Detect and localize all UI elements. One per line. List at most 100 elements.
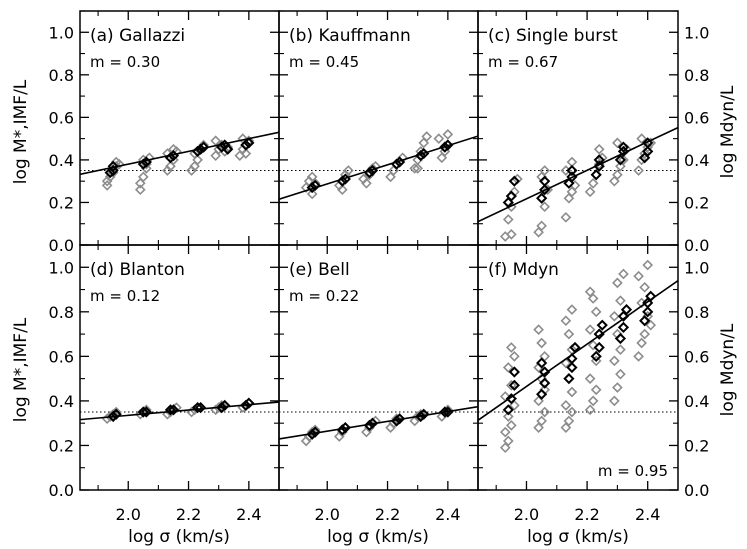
- panel-c-y-tick-label-right: 0.0: [684, 236, 709, 255]
- panel-f-gray-point: [609, 355, 620, 367]
- panel-d-y-tick-label: 0.0: [49, 481, 74, 500]
- panel-e-points: [300, 404, 454, 447]
- panel-f-y-tick-label-right: 0.0: [684, 481, 709, 500]
- panel-c-black-point: [617, 145, 630, 158]
- panel-f-gray-point: [618, 268, 629, 280]
- panel-f-gray-point: [636, 337, 647, 349]
- panel-b-frame: [278, 10, 479, 246]
- panel-c-y-tick-label-right: 1.0: [684, 23, 709, 42]
- panel-b-gray-point: [433, 133, 445, 144]
- y-axis-label-left-top: log M*,IMF/L: [11, 79, 31, 184]
- panel-a-gray-point: [134, 184, 146, 196]
- panel-f-gray-point: [502, 411, 514, 422]
- panel-b-gray-point: [336, 184, 348, 196]
- panel-f-x-tick-label: 2.0: [514, 505, 539, 524]
- panel-c-title: (c) Single burst: [488, 26, 618, 46]
- panel-f-gray-point: [566, 386, 578, 398]
- panel-e-black-point: [366, 417, 379, 429]
- panel-f-gray-point: [590, 355, 602, 367]
- panel-f-gray-point: [590, 306, 602, 318]
- panel-f-black-point: [620, 303, 633, 316]
- panel-f-black-point: [563, 373, 575, 385]
- panel-d-black-point: [167, 404, 180, 416]
- panel-f-gray-point: [566, 406, 578, 418]
- panel-a-y-tick-label: 0.0: [49, 236, 74, 255]
- panel-c-black-point: [593, 160, 605, 172]
- panel-b-black-point: [309, 179, 321, 192]
- panel-d-fit-line: [80, 401, 279, 421]
- panel-c-black-point: [614, 154, 627, 166]
- panel-a-gray-point: [168, 154, 179, 166]
- panel-f-title: (f) Mdyn: [488, 260, 559, 280]
- panel-c-gray-point: [506, 229, 517, 240]
- panel-d-black-point: [191, 401, 204, 414]
- panel-f-gray-point: [563, 415, 575, 427]
- panel-f-frame: [477, 244, 679, 491]
- panel-e-x-tick-label: 2.4: [435, 505, 460, 524]
- panel-f-gray-point: [633, 270, 644, 282]
- panel-d-black-point: [219, 399, 231, 411]
- panel-d-black-point: [243, 397, 255, 409]
- panel-d-y-tick-label: 1.0: [49, 258, 74, 277]
- panel-f-gray-point: [499, 442, 511, 454]
- panel-f-black-point: [593, 328, 605, 340]
- x-axis-label-middle: log σ (km/s): [327, 527, 429, 547]
- panel-c-gray-point: [587, 177, 599, 189]
- panel-b-gray-point: [421, 131, 433, 142]
- panel-b-black-point: [442, 139, 454, 151]
- panel-c-y-tick-label-right: 0.8: [684, 66, 709, 85]
- panel-b-points: [300, 129, 454, 200]
- panel-c-gray-point: [618, 154, 629, 166]
- panel-c-black-point: [642, 145, 654, 158]
- panel-d-title: (d) Blanton: [90, 260, 185, 280]
- panel-f-gray-point: [499, 426, 511, 438]
- panel-f-gray-point: [506, 379, 517, 391]
- panel-c-frame: [477, 10, 679, 246]
- panel-c-y-tick-label-right: 0.6: [684, 108, 709, 127]
- panel-f-gray-point: [533, 324, 544, 335]
- panel-a-black-point: [137, 158, 149, 170]
- panel-f-gray-point: [560, 400, 572, 411]
- panel-a-black-point: [222, 143, 234, 155]
- panel-f-gray-point: [609, 395, 620, 407]
- panel-f-gray-point: [587, 395, 599, 407]
- panel-a-black-point: [198, 141, 210, 153]
- panel-f-gray-point: [615, 368, 626, 380]
- panel-f-gray-point: [502, 362, 514, 373]
- panel-d-gray-point: [216, 400, 228, 411]
- panel-e-frame: [278, 244, 479, 491]
- panel-f-gray-point: [506, 342, 517, 353]
- panel-f-gray-point: [633, 351, 644, 362]
- panel-c-black-point: [539, 175, 551, 187]
- panel-d-black-point: [140, 406, 152, 418]
- panel-c-black-point: [505, 190, 517, 202]
- panel-c-points: [499, 133, 657, 242]
- panel-f-black-point: [614, 332, 627, 345]
- panel-f-gray-point: [509, 351, 520, 362]
- panel-d-gray-point: [107, 408, 119, 420]
- panel-f-gray-point: [506, 420, 517, 431]
- panel-b-gray-point: [306, 188, 318, 200]
- panel-a-black-point: [243, 137, 255, 149]
- panel-c-black-point: [536, 192, 548, 204]
- panel-d-y-tick-label: 0.6: [49, 347, 74, 366]
- panel-f-black-point: [593, 341, 605, 354]
- panel-b-gray-point: [361, 177, 372, 189]
- panel-c-gray-point: [560, 212, 572, 223]
- panel-a-title: (a) Gallazzi: [90, 26, 185, 46]
- panel-f-gray-point: [612, 382, 623, 393]
- panel-f-black-point: [642, 306, 654, 318]
- panel-b-gray-point: [409, 163, 421, 174]
- y-axis-label-left-bottom: log M*,IMF/L: [11, 317, 31, 422]
- panel-f-gray-point: [560, 315, 572, 327]
- panel-e-slope-label: m = 0.22: [289, 287, 359, 305]
- panel-f-black-point: [639, 315, 651, 327]
- panel-c-y-tick-label-right: 0.2: [684, 193, 709, 212]
- x-axis-label-left: log σ (km/s): [128, 527, 230, 547]
- panel-a-y-tick-label: 0.4: [49, 151, 74, 170]
- panel-a-black-point: [107, 160, 119, 172]
- panel-c-gray-point: [612, 169, 623, 181]
- panel-f-black-point: [536, 388, 548, 400]
- panel-d-y-tick-label: 0.2: [49, 436, 74, 455]
- panel-e-black-point: [309, 426, 321, 438]
